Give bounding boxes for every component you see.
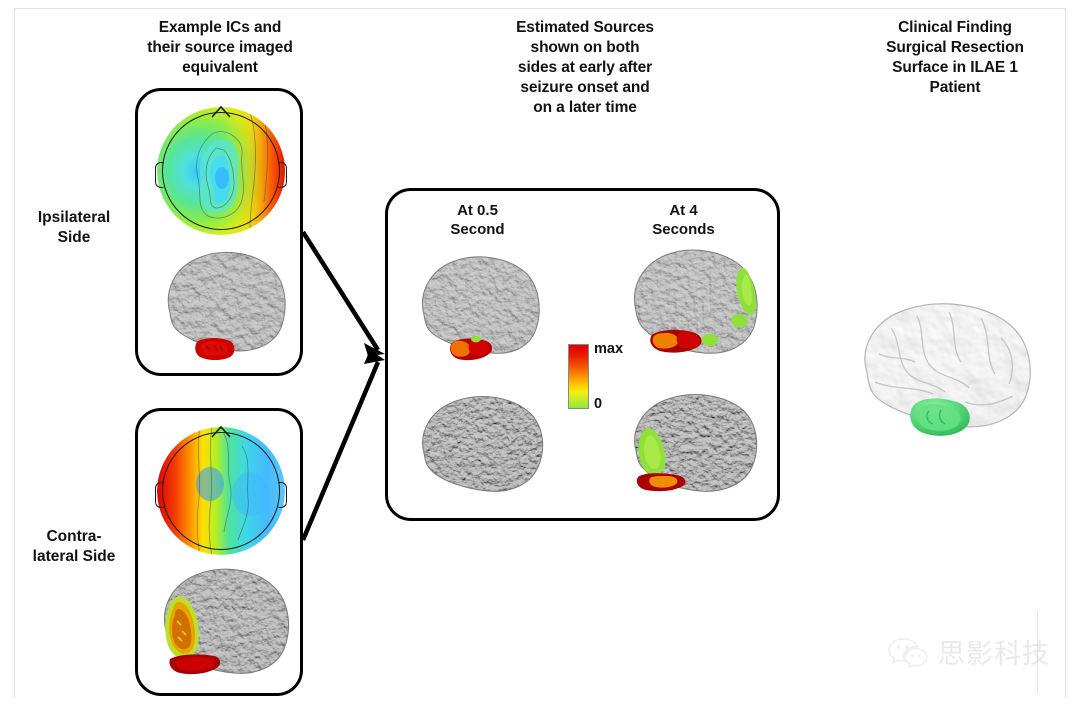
activation-inferior-blob	[650, 329, 719, 353]
time-label-early-line2: Second	[450, 221, 505, 238]
column-title-middle-line2: shown on both	[530, 39, 640, 56]
arrow-ipsilateral-to-sources-line	[301, 230, 380, 352]
clinical-resection-brain-render	[864, 303, 1031, 436]
time-label-early: At 0.5 Second	[410, 201, 545, 239]
column-title-middle-line1: Estimated Sources	[516, 19, 654, 36]
contralateral-brain-0.5s	[408, 389, 558, 511]
resection-region-green	[910, 398, 970, 436]
activation-red-blob	[195, 338, 235, 360]
ipsilateral-source-brain	[146, 241, 298, 369]
column-title-left-line1: Example ICs and	[158, 19, 282, 36]
watermark-text: 思影科技	[938, 639, 1050, 670]
frame-border-top	[14, 8, 1066, 9]
topoplot-contralateral-ear-right-icon	[278, 481, 287, 508]
topoplot-contralateral-nose-icon	[211, 425, 231, 438]
side-label-ipsilateral-line1: Ipsilateral	[37, 209, 111, 226]
clinical-resection-brain	[845, 298, 1045, 448]
side-label-contralateral-line2: lateral Side	[32, 548, 116, 565]
frame-border-left	[14, 8, 15, 698]
side-label-contralateral: Contra- lateral Side	[14, 527, 134, 567]
column-title-right-line1: Clinical Finding	[898, 19, 1012, 36]
time-label-early-line1: At 0.5	[457, 202, 498, 219]
topoplot-ipsilateral-nose-icon	[211, 105, 231, 118]
column-title-middle-line4: seizure onset and	[520, 79, 650, 96]
time-label-late: At 4 Seconds	[616, 201, 751, 239]
contralateral-source-brain-render	[164, 568, 290, 675]
activation-inferior-strip	[636, 473, 686, 492]
side-label-contralateral-line1: Contra-	[46, 528, 102, 545]
contralateral-brain-4s	[620, 389, 772, 514]
colorbar-max-label: max	[594, 341, 624, 357]
side-label-ipsilateral: Ipsilateral Side	[14, 208, 134, 248]
contralateral-brain-0.5s-render	[422, 396, 544, 492]
column-title-left-line3: equivalent	[182, 59, 258, 76]
topoplot-contralateral	[154, 424, 288, 558]
activation-inferior-strip	[169, 654, 221, 675]
arrow-contralateral-to-sources-line	[300, 361, 381, 541]
column-title-left-line2: their source imaged	[147, 39, 293, 56]
colorbar-min-label: 0	[594, 396, 603, 412]
ipsilateral-source-brain-render	[167, 251, 286, 360]
column-title-right: Clinical Finding Surgical Resection Surf…	[862, 18, 1048, 98]
time-label-late-line2: Seconds	[652, 221, 715, 238]
arrow-contralateral-to-sources-head	[364, 350, 385, 364]
column-title-right-line4: Patient	[929, 79, 981, 96]
contralateral-ic-panel	[135, 408, 303, 696]
column-title-right-line2: Surgical Resection	[886, 39, 1024, 56]
topoplot-ipsilateral-head-outline	[162, 112, 280, 230]
column-title-left: Example ICs and their source imaged equi…	[125, 18, 315, 78]
wechat-icon	[888, 637, 928, 668]
contralateral-brain-4s-render	[634, 394, 758, 492]
frame-border-right	[1065, 8, 1066, 698]
arrow-ipsilateral-to-sources-head	[364, 343, 385, 356]
topoplot-ipsilateral-ear-left-icon	[155, 161, 164, 188]
topoplot-contralateral-ear-left-icon	[155, 481, 164, 508]
ipsilateral-brain-4s-render	[634, 249, 758, 354]
activation-inferior-blob	[450, 335, 493, 361]
contralateral-source-brain	[146, 561, 298, 691]
column-title-right-line3: Surface in ILAE 1	[892, 59, 1018, 76]
activation-anterior-patch	[165, 596, 199, 659]
watermark: 思影科技	[888, 632, 1050, 671]
column-title-middle-line5: on a later time	[533, 99, 637, 116]
watermark-divider	[1037, 612, 1038, 692]
column-title-middle: Estimated Sources shown on both sides at…	[492, 18, 678, 118]
ipsilateral-brain-0.5s-render	[422, 256, 540, 361]
activation-posterior-green	[731, 267, 757, 328]
topoplot-ipsilateral	[154, 104, 288, 238]
topoplot-contralateral-head-outline	[162, 432, 280, 550]
topoplot-ipsilateral-ear-right-icon	[278, 161, 287, 188]
colorbar	[568, 344, 589, 409]
ipsilateral-brain-4s	[618, 243, 770, 373]
column-title-middle-line3: sides at early after	[517, 59, 653, 76]
ipsilateral-ic-panel	[135, 88, 303, 376]
ipsilateral-brain-0.5s	[404, 249, 554, 371]
side-label-ipsilateral-line2: Side	[57, 229, 91, 246]
time-label-late-line1: At 4	[669, 202, 698, 219]
activation-anterior-green	[638, 427, 666, 475]
